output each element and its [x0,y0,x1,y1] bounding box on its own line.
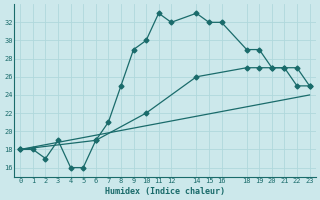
X-axis label: Humidex (Indice chaleur): Humidex (Indice chaleur) [105,187,225,196]
